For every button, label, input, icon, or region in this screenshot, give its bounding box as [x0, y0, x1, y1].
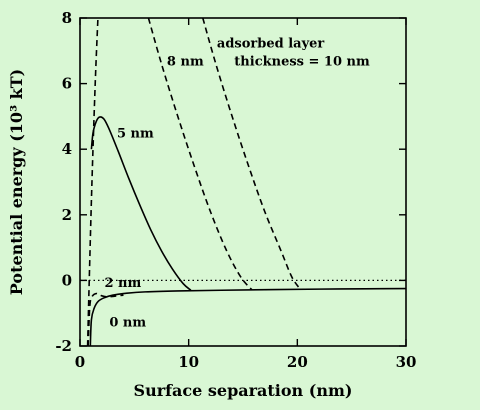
annotation-label: 8 nm	[167, 55, 204, 70]
annotation-label: 5 nm	[117, 127, 154, 142]
annotation-label: thickness = 10 nm	[234, 55, 370, 70]
series-line-steep-5	[86, 17, 99, 347]
series-line-10-nm	[202, 17, 302, 291]
y-tick-label: 2	[62, 206, 72, 224]
series-line-2-nm	[87, 292, 124, 347]
x-tick-label: 30	[396, 353, 417, 371]
series-line-5-nm	[90, 116, 192, 291]
x-axis-title: Surface separation (nm)	[134, 381, 353, 400]
series-lines	[80, 17, 407, 347]
y-tick-label: 4	[62, 140, 72, 158]
y-tick-label: 8	[62, 9, 72, 27]
y-tick-label: 0	[62, 271, 72, 289]
x-tick-label: 20	[287, 353, 308, 371]
annotation-label: adsorbed layer	[217, 37, 325, 52]
annotation-label: 2 nm	[104, 276, 141, 291]
y-tick-label: -2	[55, 337, 72, 355]
annotation-label: 0 nm	[109, 315, 146, 330]
annotations: adsorbed layer thickness = 10 nm 8 nm 5 nm 2…	[104, 37, 370, 331]
y-axis-title: Potential energy (10³ kT)	[7, 69, 26, 295]
y-tick-label: 6	[62, 75, 72, 93]
series-line-0-nm	[89, 287, 407, 347]
series-line-8-nm	[147, 17, 253, 291]
plot-area-frame	[79, 17, 407, 347]
x-tick-label: 10	[178, 353, 199, 371]
x-tick-label: 0	[75, 353, 85, 371]
